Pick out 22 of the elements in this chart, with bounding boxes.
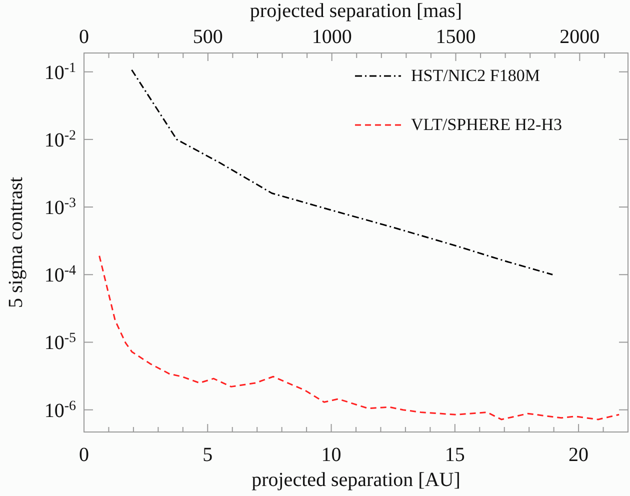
x2-tick-label: 2000 (560, 26, 600, 48)
y-tick-label: 10$^{-6}$ (44, 398, 76, 422)
x-tick-label: 5 (202, 444, 213, 466)
x-tick-label: 0 (79, 444, 89, 466)
x-axis-title: projected separation [AU] (252, 469, 460, 491)
x-tick-label: 10 (321, 444, 342, 466)
y-tick-label: 10$^{-3}$ (44, 196, 76, 220)
y-tick-label: 10$^{-2}$ (44, 128, 76, 152)
y-axis-title: 5 sigma contrast (5, 176, 27, 308)
x2-tick-label: 500 (192, 26, 223, 48)
y-tick-label: 10$^{-4}$ (44, 263, 76, 287)
legend-label: VLT/SPHERE H2-H3 (411, 115, 562, 134)
y-tick-label: 10$^{-5}$ (44, 330, 76, 354)
x2-tick-label: 1000 (312, 26, 352, 48)
x2-axis-title: projected separation [mas] (250, 0, 462, 22)
x-tick-label: 15 (444, 444, 465, 466)
line-series (98, 255, 620, 420)
y-tick-label: 10$^{-1}$ (44, 60, 76, 84)
x2-tick-label: 1500 (436, 26, 476, 48)
x2-tick-label: 0 (79, 26, 89, 48)
x-tick-label: 20 (568, 444, 589, 466)
legend-label: HST/NIC2 F180M (411, 66, 540, 85)
